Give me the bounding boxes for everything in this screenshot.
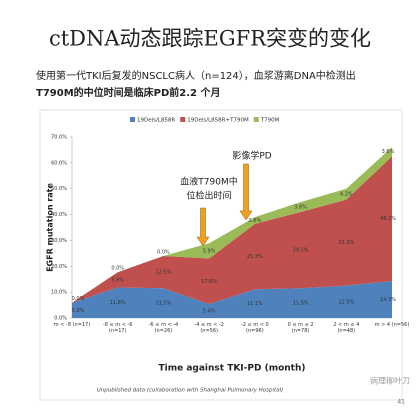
data-label: 29.5% bbox=[293, 248, 309, 254]
data-label: 2.6% bbox=[249, 218, 262, 224]
chart-frame bbox=[39, 109, 403, 401]
x-tick-label: -2 ≤ m < 0 (n=96) bbox=[240, 322, 269, 334]
y-tick-label: 0.0% bbox=[54, 316, 67, 322]
data-label: 11.8% bbox=[110, 300, 126, 306]
x-tick-label: 2 < m ≤ 4 (n=48) bbox=[333, 322, 360, 334]
footnote: Unpublished data (collaboration with Sha… bbox=[97, 388, 284, 394]
annotation-arrow bbox=[196, 207, 210, 247]
data-label: 3.6% bbox=[382, 149, 395, 155]
data-label: 11.5% bbox=[155, 301, 171, 307]
subtitle-line: 使用第一代TKI后复发的NSCLC病人（n=124），血浆游离DNA中检测出 bbox=[36, 69, 356, 82]
y-axis-title: EGFR mutation rate bbox=[46, 183, 55, 272]
slide-title: ctDNA动态跟踪EGFR突变的变化 bbox=[49, 27, 371, 51]
data-label: 25.3% bbox=[247, 254, 263, 260]
legend-label: 19Dels/L858R+T790M bbox=[187, 118, 249, 124]
legend-swatch bbox=[253, 117, 259, 122]
annotation-text: 影像学PD bbox=[232, 150, 271, 162]
legend-label: 19Dels/L858R bbox=[137, 118, 175, 124]
annotation-text: 位检出时间 bbox=[186, 190, 231, 202]
subtitle-line: T790M的中位时间是临床PD前2.2 个月 bbox=[36, 86, 220, 99]
y-tick-label: 60.0% bbox=[51, 160, 67, 166]
y-tick-label: 30.0% bbox=[51, 238, 67, 244]
x-tick-label: m < -8 (n=17) bbox=[53, 322, 91, 328]
x-tick-label: 0 ≤ m ≤ 2 (n=78) bbox=[287, 322, 314, 334]
data-label: 12.5% bbox=[155, 270, 171, 276]
data-label: 48.2% bbox=[380, 216, 396, 222]
data-label: 14.3% bbox=[380, 297, 396, 303]
data-label: 0.0% bbox=[157, 249, 170, 255]
data-label: 5.4% bbox=[203, 309, 216, 315]
data-label: 3.8% bbox=[294, 205, 307, 211]
legend-label: T790M bbox=[260, 118, 280, 124]
data-label: 0.0% bbox=[72, 296, 85, 302]
data-label: 5.9% bbox=[72, 308, 85, 314]
y-tick-label: 10.0% bbox=[51, 290, 67, 296]
y-tick-label: 70.0% bbox=[51, 135, 67, 141]
page-number: 41 bbox=[397, 399, 405, 406]
data-label: 11.5% bbox=[293, 301, 309, 307]
data-label: 33.3% bbox=[338, 240, 354, 246]
data-label: 11.1% bbox=[247, 301, 263, 307]
x-tick-label: -6 ≤ m < -4 (n=26) bbox=[148, 322, 179, 334]
data-label: 0.0% bbox=[111, 266, 124, 272]
data-label: 5.9% bbox=[111, 277, 124, 283]
data-label: 5.9% bbox=[203, 248, 216, 254]
data-label: 12.5% bbox=[338, 299, 354, 305]
x-axis-title: Time against TKI-PD (month) bbox=[158, 364, 305, 374]
data-label: 4.2% bbox=[340, 192, 353, 198]
legend-swatch bbox=[130, 117, 135, 122]
annotation-text: 血液T790M中 bbox=[180, 176, 237, 188]
annotation-arrow bbox=[239, 163, 253, 221]
y-tick-label: 50.0% bbox=[51, 186, 67, 192]
area bbox=[72, 281, 392, 318]
x-tick-label: -8 ≤ m < -6 (n=17) bbox=[102, 322, 133, 334]
y-tick-label: 20.0% bbox=[51, 264, 67, 270]
y-tick-label: 40.0% bbox=[51, 212, 67, 218]
x-tick-label: m > 4 (n=56) bbox=[374, 322, 410, 328]
watermark: 病理柳叶刀 bbox=[370, 376, 410, 386]
area bbox=[72, 156, 392, 305]
data-label: 17.6% bbox=[201, 279, 217, 285]
legend-swatch bbox=[180, 117, 186, 122]
x-tick-label: -4 ≤ m < -2 (n=56) bbox=[194, 322, 224, 334]
